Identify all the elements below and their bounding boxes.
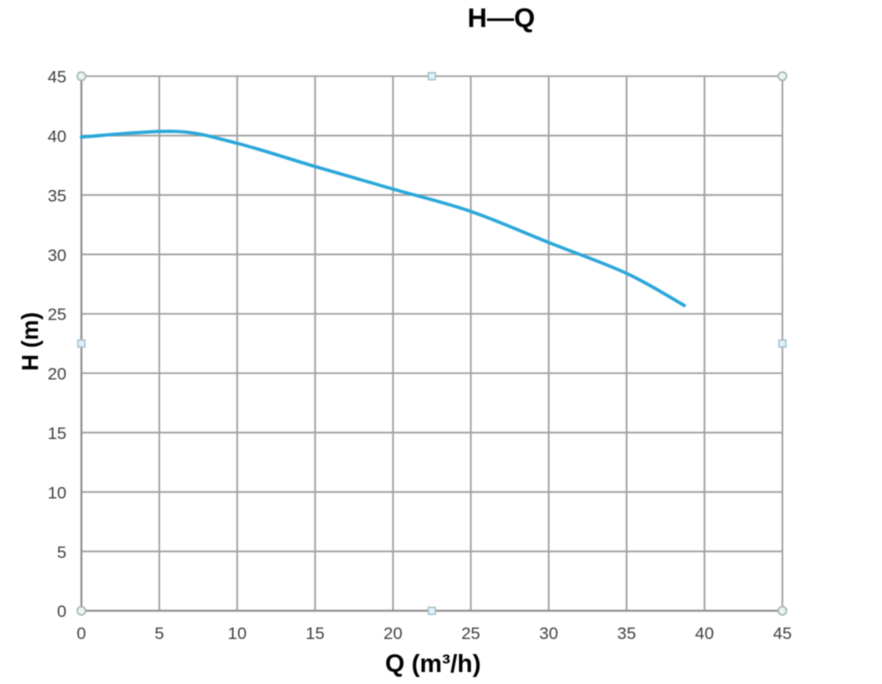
svg-text:20: 20 — [48, 365, 67, 384]
svg-text:40: 40 — [48, 127, 67, 146]
svg-text:10: 10 — [48, 483, 67, 502]
svg-text:45: 45 — [773, 624, 792, 643]
svg-text:0: 0 — [77, 624, 86, 643]
svg-text:30: 30 — [539, 624, 558, 643]
svg-text:25: 25 — [461, 624, 480, 643]
svg-text:35: 35 — [617, 624, 636, 643]
svg-text:45: 45 — [48, 68, 67, 87]
svg-text:15: 15 — [306, 624, 325, 643]
svg-text:30: 30 — [48, 246, 67, 265]
svg-text:40: 40 — [695, 624, 714, 643]
svg-text:35: 35 — [48, 186, 67, 205]
svg-text:20: 20 — [384, 624, 403, 643]
svg-text:5: 5 — [155, 624, 164, 643]
svg-text:15: 15 — [48, 424, 67, 443]
svg-text:H (m): H (m) — [17, 312, 43, 371]
svg-text:5: 5 — [57, 543, 66, 562]
svg-text:25: 25 — [48, 305, 67, 324]
svg-text:0: 0 — [57, 602, 66, 621]
svg-text:10: 10 — [228, 624, 247, 643]
svg-text:H—Q: H—Q — [468, 3, 536, 33]
svg-text:Q (m³/h): Q (m³/h) — [385, 650, 481, 678]
